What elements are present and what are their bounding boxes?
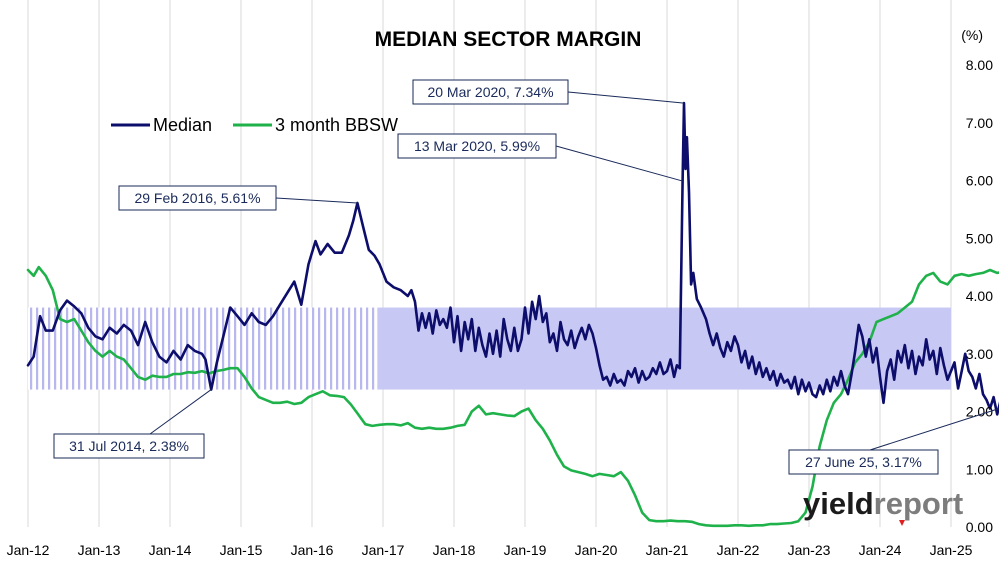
x-tick-label: Jan-18 [433, 542, 476, 558]
chart-title: MEDIAN SECTOR MARGIN [375, 28, 642, 51]
y-tick-label: 5.00 [966, 230, 993, 246]
x-tick-label: Jan-22 [717, 542, 760, 558]
y-tick-label: 3.00 [966, 346, 993, 362]
x-tick-label: Jan-24 [859, 542, 902, 558]
annotation-box [53, 433, 205, 459]
y-tick-label: 6.00 [966, 173, 993, 189]
y-tick-label: 0.00 [966, 519, 993, 535]
x-tick-label: Jan-15 [220, 542, 263, 558]
annotation-label: 27 June 25, 3.17% [805, 454, 922, 470]
legend: Median 3 month BBSW [111, 115, 398, 135]
x-tick-label: Jan-19 [504, 542, 547, 558]
x-tick-label: Jan-21 [646, 542, 689, 558]
annotation-box [788, 449, 939, 475]
logo-word-report: report [874, 486, 964, 521]
series-line-median [26, 101, 999, 416]
annotation-label: 13 Mar 2020, 5.99% [414, 138, 540, 154]
y-axis-ticks: 0.00 1.00 2.00 3.00 4.00 5.00 6.00 7.00 8.00 [966, 57, 993, 535]
annotation-leader [555, 145, 683, 182]
x-tick-label: Jan-25 [930, 542, 973, 558]
x-tick-label: Jan-17 [362, 542, 405, 558]
x-tick-label: Jan-23 [788, 542, 831, 558]
annotation-label: 29 Feb 2016, 5.61% [134, 190, 260, 206]
y-tick-label: 7.00 [966, 115, 993, 131]
x-tick-label: Jan-12 [7, 542, 50, 558]
logo-marker-icon [899, 520, 905, 526]
annotation-label: 20 Mar 2020, 7.34% [427, 84, 553, 100]
annotation-label: 31 Jul 2014, 2.38% [69, 438, 189, 454]
series-lines [26, 101, 999, 528]
y-tick-label: 2.00 [966, 404, 993, 420]
y-axis-unit-label: (%) [961, 27, 983, 43]
x-tick-label: Jan-20 [575, 542, 618, 558]
y-tick-label: 4.00 [966, 288, 993, 304]
band-hatched [28, 307, 378, 390]
legend-label-bbsw: 3 month BBSW [275, 115, 398, 135]
x-axis-ticks: Jan-12 Jan-13 Jan-14 Jan-15 Jan-16 Jan-17 Jan-… [7, 542, 973, 558]
yieldreport-logo: yieldreport [803, 486, 963, 526]
annotation-box [412, 79, 569, 105]
callout-annotations: 20 Mar 2020, 7.34% 13 Mar 2020, 5.99% 29 F… [53, 79, 999, 475]
annotation-leader [869, 408, 999, 451]
x-tick-label: Jan-13 [78, 542, 121, 558]
logo-word-yield: yield [803, 486, 874, 521]
vertical-gridlines [27, 0, 952, 527]
annotation-box [397, 133, 557, 159]
y-tick-label: 8.00 [966, 57, 993, 73]
annotation-leader [149, 389, 212, 435]
annotation-box [118, 185, 277, 211]
x-tick-label: Jan-16 [291, 542, 334, 558]
x-tick-label: Jan-14 [149, 542, 192, 558]
legend-label-median: Median [153, 115, 212, 135]
y-tick-label: 1.00 [966, 461, 993, 477]
annotation-leader [567, 91, 685, 104]
annotation-leader [275, 197, 358, 204]
svg-text:yieldreport: yieldreport [803, 486, 963, 521]
